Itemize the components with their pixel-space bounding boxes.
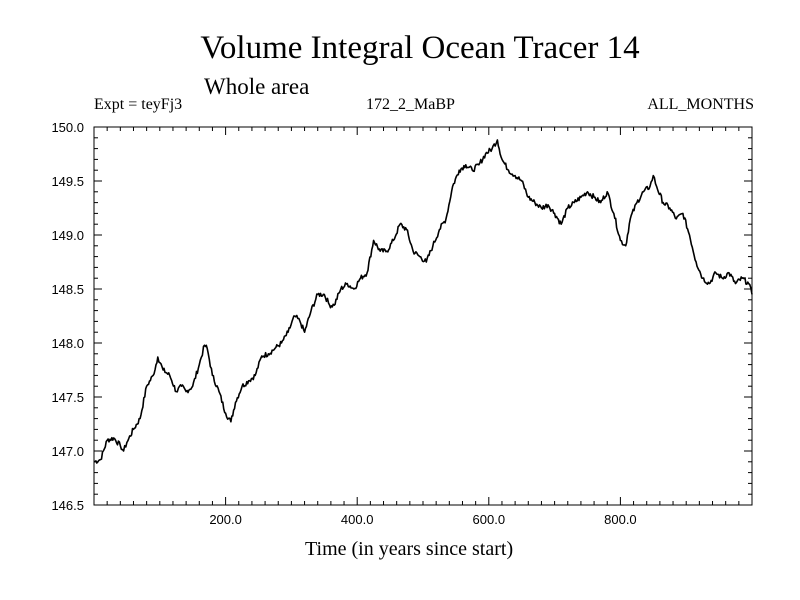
axis-ticks <box>94 127 752 505</box>
x-tick-label: 400.0 <box>341 512 374 527</box>
y-tick-label: 149.5 <box>51 174 84 189</box>
y-tick-label: 147.0 <box>51 444 84 459</box>
months-label: ALL_MONTHS <box>647 96 754 113</box>
y-tick-label: 146.5 <box>51 498 84 513</box>
y-tick-label: 148.5 <box>51 282 84 297</box>
x-tick-label: 600.0 <box>473 512 506 527</box>
experiment-label: Expt = teyFj3 <box>94 96 183 113</box>
x-tick-label: 800.0 <box>604 512 637 527</box>
y-tick-label: 148.0 <box>51 336 84 351</box>
x-tick-label: 200.0 <box>209 512 242 527</box>
y-tick-label: 150.0 <box>51 120 84 135</box>
chart-title: Volume Integral Ocean Tracer 14 <box>200 30 640 66</box>
series-line <box>93 139 753 464</box>
chart-subtitle: Whole area <box>204 74 310 99</box>
x-axis-label: Time (in years since start) <box>305 538 514 560</box>
y-tick-label: 147.5 <box>51 390 84 405</box>
y-tick-label: 149.0 <box>51 228 84 243</box>
run-label: 172_2_MaBP <box>366 96 455 113</box>
tick-labels: 200.0 400.0 600.0 800.0 146.5 147.0 147.5 148.0… <box>51 120 636 527</box>
plot-frame <box>93 126 753 506</box>
